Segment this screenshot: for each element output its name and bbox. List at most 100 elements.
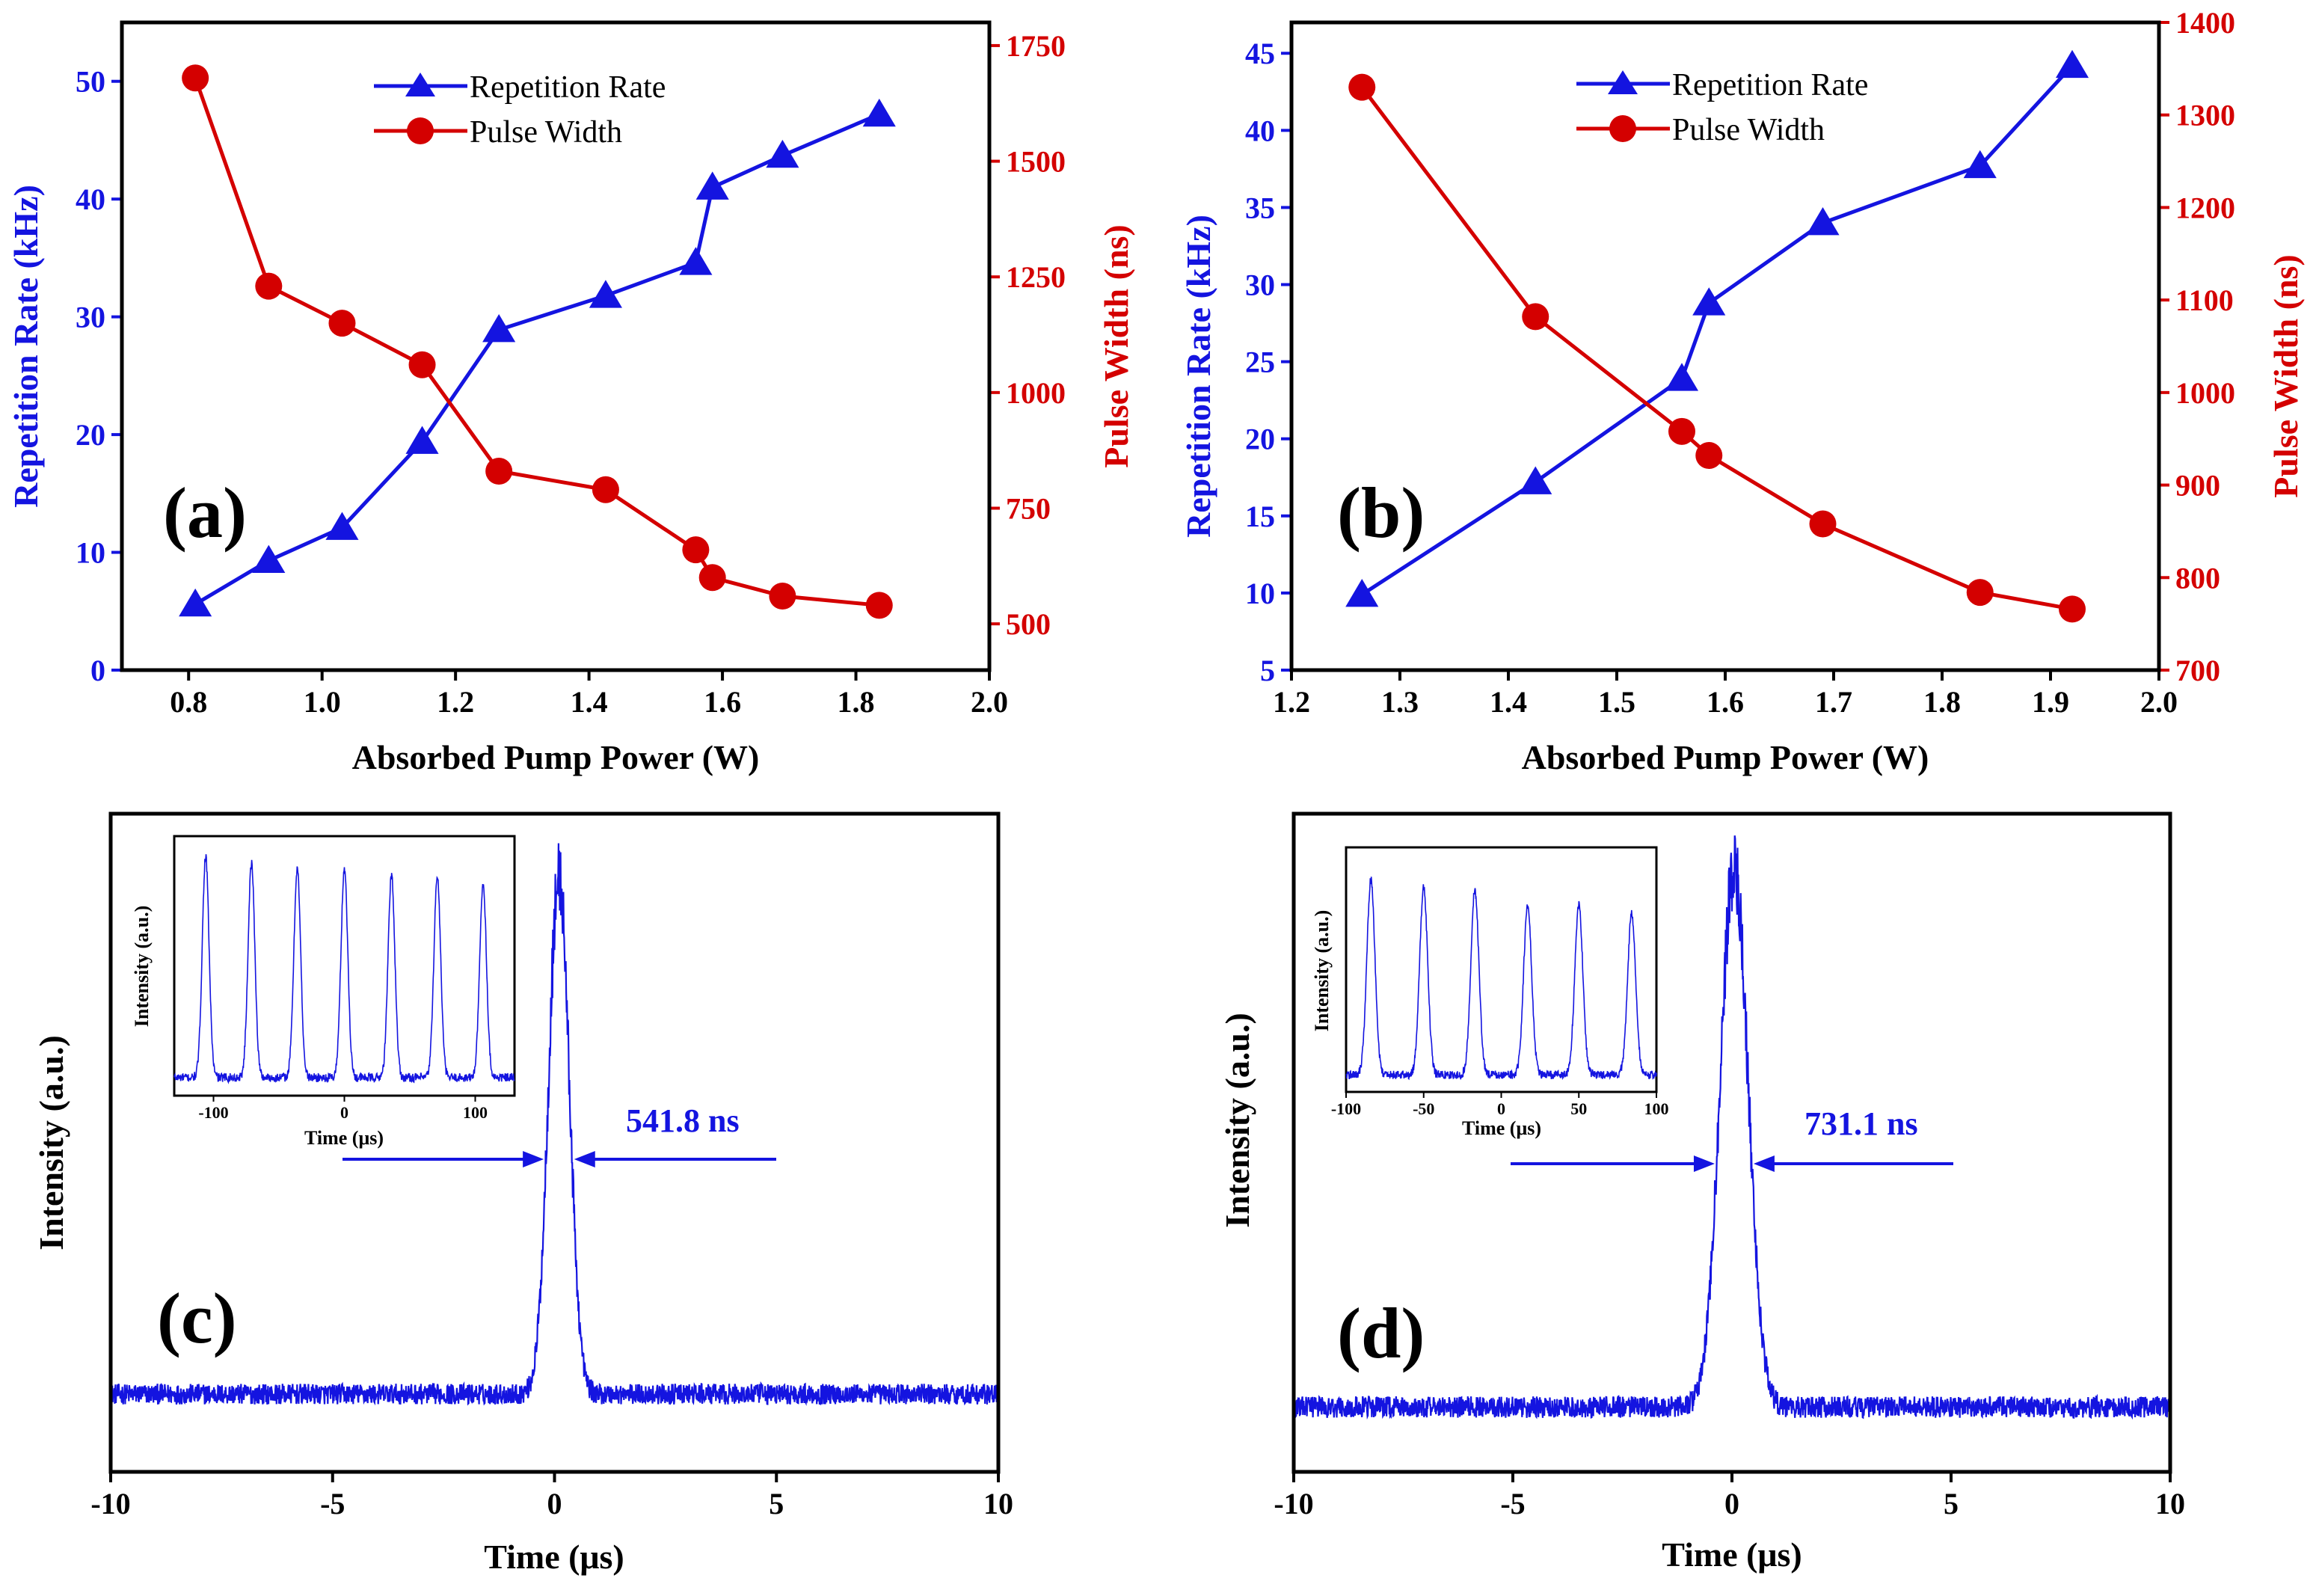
panel-a-xtick-label: 1.2: [437, 685, 474, 719]
panel-a-line-rate: [194, 112, 880, 606]
panel-b-xtick-label: 1.5: [1598, 685, 1635, 719]
panel-a-width-point: [328, 310, 356, 337]
panel-d-inset-xtick-label: 100: [1644, 1099, 1669, 1118]
panel-a-xtick-label: 1.0: [304, 685, 341, 719]
panel-c-marks: -10 -5 0 5 10: [90, 843, 1013, 1520]
panel-a-xlabel: Absorbed Pump Power (W): [352, 738, 760, 776]
panel-d-arrow-right-head: [1753, 1155, 1775, 1172]
panel-b-xtick-label: 1.9: [2032, 685, 2069, 719]
panel-c-xtick-label: -5: [320, 1487, 345, 1520]
panel-a-width-point: [255, 272, 283, 300]
panel-c-inset-frame: [173, 835, 516, 1097]
panel-d-xtick-label: 0: [1724, 1487, 1739, 1520]
panel-b-y2tick-label: 900: [2175, 469, 2220, 503]
panel-d-inset-xtick-label: -50: [1413, 1099, 1434, 1118]
panel-d-inset-xtick-label: 50: [1570, 1099, 1587, 1118]
panel-a-label: (a): [163, 473, 247, 553]
panel-c-label: (c): [157, 1278, 237, 1358]
panel-b-ytick-label: 20: [1245, 423, 1275, 456]
panel-b-width-point: [1348, 73, 1376, 101]
panel-b-xlabel: Absorbed Pump Power (W): [1522, 738, 1929, 776]
panel-b-frame: [1289, 20, 2161, 672]
panel-c-arrow-right-head: [574, 1151, 595, 1167]
panel-c-arrow-left-head: [523, 1151, 544, 1167]
panel-b-width-point: [1966, 579, 1994, 607]
panel-b-ytick-label: 15: [1245, 500, 1275, 533]
panel-a-width-point: [865, 592, 893, 619]
panel-b-y2tick-label: 1200: [2175, 191, 2235, 224]
panel-b-width-point: [2059, 595, 2086, 623]
panel-a-ytick-label: 10: [76, 536, 105, 570]
panel-c-inset-xtick-label: 0: [340, 1103, 348, 1122]
panel-d-inset-xtick-label: 0: [1497, 1099, 1505, 1118]
panel-c-inset-marks: -100 0 100: [173, 854, 515, 1122]
panel-b-rate-point: [1519, 466, 1552, 494]
panel-d-inset-xlabel: Time (μs): [1462, 1117, 1541, 1139]
panel-d-arrow-left-head: [1693, 1155, 1715, 1172]
panel-b-ytick-label: 25: [1245, 346, 1275, 379]
panel-b-rate-point: [1963, 150, 1997, 179]
panel-a-legend-rate: Repetition Rate: [470, 70, 666, 105]
panel-d-inset: -100 -50 0 50 100 Intensity (a.u.) Time (μs): [1311, 846, 1669, 1139]
panel-a-xtick-label: 1.6: [704, 685, 741, 719]
panel-b-width-point: [1522, 303, 1549, 331]
panel-a-rate-point: [679, 247, 713, 275]
panel-c-inset-xtick-label: -100: [198, 1103, 228, 1122]
panel-b-label: (b): [1337, 473, 1425, 553]
panel-a-width-point: [592, 476, 619, 503]
panel-b-ytick-label: 10: [1245, 577, 1275, 610]
panel-a-width-point: [698, 564, 726, 592]
panel-a-y2tick-label: 750: [1006, 492, 1051, 526]
panel-d-xlabel: Time (μs): [1662, 1535, 1801, 1574]
panel-b-xtick-label: 1.6: [1707, 685, 1744, 719]
panel-b-rate-point: [1692, 287, 1726, 316]
panel-b-y2tick-label: 1000: [2175, 376, 2235, 410]
panel-d-inset-pulse-train: [1345, 877, 1657, 1081]
panel-c-pulse-trace: [110, 843, 1000, 1406]
panel-d-xtick-label: -10: [1274, 1487, 1313, 1520]
panel-c-xtick-label: 10: [983, 1487, 1013, 1520]
panel-a-y2tick-label: 1750: [1006, 29, 1066, 63]
panel-d-inset-marks: -100 -50 0 50 100: [1331, 877, 1669, 1118]
panel-a-width-point: [769, 583, 796, 610]
panel-b: 1.2 1.3 1.4 1.5 1.6 1.7 1.8 1.9 2.0 5 10 15 20 25 30 35…: [1179, 6, 2305, 776]
panel-a-legend-marker-width: [407, 117, 434, 144]
panel-c-xtick-label: 5: [769, 1487, 784, 1520]
panel-a-ytick-label: 50: [76, 65, 105, 99]
panel-d-inset-frame: [1345, 846, 1658, 1093]
panel-a-line-width: [193, 77, 880, 607]
panel-c-inset-pulse-train: [173, 854, 515, 1084]
panel-c-inset-xtick-label: 100: [463, 1103, 488, 1122]
panel-d-xtick-label: 10: [2155, 1487, 2185, 1520]
panel-a-ytick-label: 40: [76, 182, 105, 216]
panel-d-xtick-label: -5: [1500, 1487, 1525, 1520]
panel-a-y2tick-label: 1250: [1006, 260, 1066, 294]
panel-a-rate-point: [252, 544, 286, 573]
panel-b-ytick-label: 40: [1245, 114, 1275, 147]
panel-d-annotation: 731.1 ns: [1804, 1105, 1918, 1142]
panel-a-y2tick-label: 1500: [1006, 145, 1066, 179]
panel-b-y2label: Pulse Width (ns): [2267, 254, 2305, 498]
panel-a-rate-point: [695, 171, 729, 200]
panel-a-xtick-label: 2.0: [971, 685, 1008, 719]
panel-a-xtick-label: 1.4: [571, 685, 608, 719]
panel-d-inset-ylabel: Intensity (a.u.): [1311, 910, 1333, 1032]
panel-b-legend-width: Pulse Width: [1672, 113, 1825, 147]
panel-b-xtick-label: 1.4: [1490, 685, 1527, 719]
panel-b-xtick-label: 1.8: [1923, 685, 1961, 719]
panel-b-y2tick-label: 1400: [2175, 6, 2235, 40]
panel-b-xtick-label: 1.3: [1381, 685, 1419, 719]
panel-a-rate-point: [766, 139, 799, 168]
panel-c-inset: -100 0 100 Intensity (a.u.) Time (μs): [131, 835, 516, 1149]
panel-b-rate-point: [1665, 363, 1699, 391]
panel-a-frame: [120, 20, 992, 672]
panel-b-y2tick-label: 1100: [2175, 283, 2234, 317]
panel-a-y2label: Pulse Width (ns): [1097, 224, 1135, 468]
panel-b-ytick-label: 5: [1260, 654, 1275, 687]
panel-c-xtick-label: 0: [547, 1487, 562, 1520]
panel-b-y2tick-label: 800: [2175, 561, 2220, 595]
panel-a-ytick-label: 20: [76, 418, 105, 452]
panel-c-xtick-label: -10: [90, 1487, 130, 1520]
